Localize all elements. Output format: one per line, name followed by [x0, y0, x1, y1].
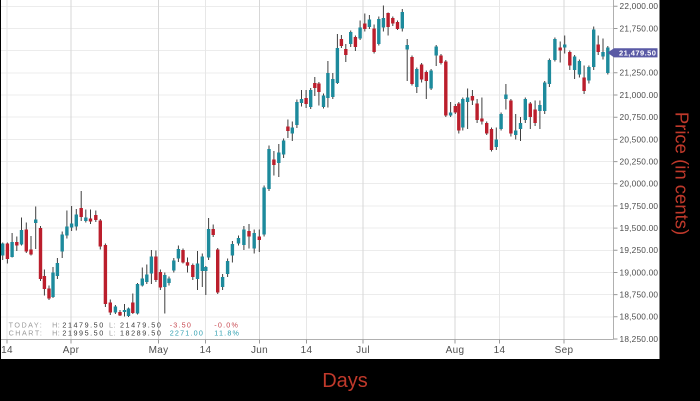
svg-text:14: 14	[301, 345, 313, 356]
svg-text:21479.50: 21479.50	[62, 321, 104, 330]
svg-text:2271.00: 2271.00	[170, 329, 204, 338]
svg-text:H:: H:	[52, 329, 60, 338]
svg-text:21,750.00: 21,750.00	[620, 23, 659, 33]
svg-text:19,500.00: 19,500.00	[620, 223, 659, 233]
svg-text:Price (in cents): Price (in cents)	[672, 112, 693, 235]
svg-text:18,250.00: 18,250.00	[620, 334, 659, 344]
svg-text:18,750.00: 18,750.00	[620, 290, 659, 300]
svg-text:21479.50: 21479.50	[120, 321, 162, 330]
svg-text:11.8%: 11.8%	[214, 329, 240, 338]
svg-text:20,000.00: 20,000.00	[620, 179, 659, 189]
svg-text:21,479.50: 21,479.50	[619, 48, 656, 57]
svg-text:20,500.00: 20,500.00	[620, 134, 659, 144]
svg-text:19,000.00: 19,000.00	[620, 267, 659, 277]
svg-text:18,500.00: 18,500.00	[620, 312, 659, 322]
svg-text:Sep: Sep	[555, 345, 574, 356]
svg-text:H:: H:	[52, 321, 60, 330]
svg-text:14: 14	[1, 345, 13, 356]
svg-text:Days: Days	[322, 370, 368, 392]
svg-text:21995.50: 21995.50	[62, 329, 104, 338]
svg-text:21,250.00: 21,250.00	[620, 68, 659, 78]
svg-text:Apr: Apr	[63, 345, 80, 356]
svg-text:L:: L:	[109, 329, 116, 338]
svg-text:-3.50: -3.50	[170, 321, 192, 330]
svg-text:TODAY:: TODAY:	[9, 321, 44, 330]
svg-text:18289.50: 18289.50	[120, 329, 162, 338]
svg-text:Jun: Jun	[251, 345, 268, 356]
svg-text:22,000.00: 22,000.00	[620, 1, 659, 11]
svg-text:20,750.00: 20,750.00	[620, 112, 659, 122]
svg-text:14: 14	[494, 345, 506, 356]
svg-text:21,000.00: 21,000.00	[620, 90, 659, 100]
svg-text:19,750.00: 19,750.00	[620, 201, 659, 211]
svg-text:19,250.00: 19,250.00	[620, 245, 659, 255]
svg-text:Jul: Jul	[356, 345, 370, 356]
svg-text:14: 14	[200, 345, 212, 356]
svg-text:May: May	[149, 345, 169, 356]
svg-text:CHART:: CHART:	[9, 329, 44, 338]
svg-text:L:: L:	[109, 321, 116, 330]
svg-text:-0.0%: -0.0%	[214, 321, 239, 330]
svg-text:20,250.00: 20,250.00	[620, 157, 659, 167]
svg-text:Aug: Aug	[446, 345, 465, 356]
